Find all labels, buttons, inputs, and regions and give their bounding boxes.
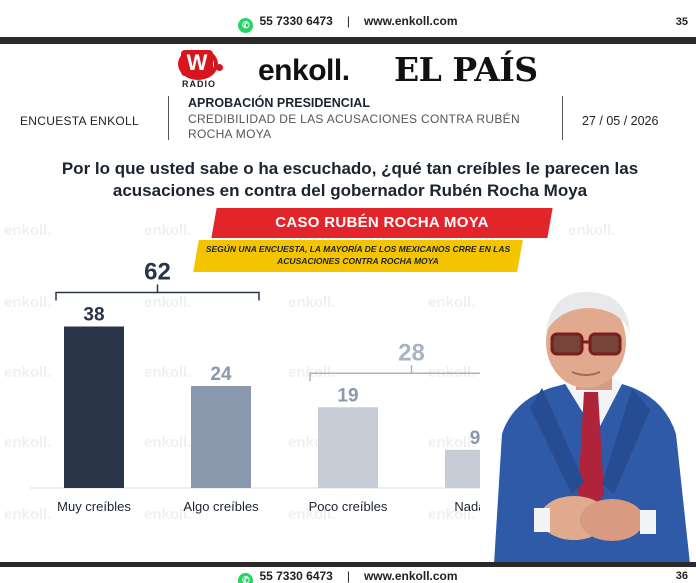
w-radio-ring [178,48,218,80]
top-separator: | [346,14,350,28]
watermark-text: enkoll. [144,364,192,381]
top-website[interactable]: www.enkoll.com [363,14,458,28]
watermark-text: enkoll. [4,222,52,239]
watermark-text: enkoll. [4,434,52,451]
top-contact-info: ✆ 55 7330 6473 | www.enkoll.com [0,14,696,33]
bottom-separator: | [346,569,350,583]
left-lapel [530,388,584,494]
watermark-text: enkoll. [428,506,476,523]
report-subtitle: CREDIBILIDAD DE LAS ACUSACIONES CONTRA R… [188,112,520,141]
bottom-page-number: 36 [675,570,688,582]
category-label: Nada c [454,499,480,514]
watermark-text: enkoll. [144,222,192,239]
category-label: Poco creíbles [309,499,388,514]
clasped-hand-right [580,499,644,541]
necktie [578,392,604,510]
w-radio-dot [216,64,223,71]
person-photo [494,291,690,564]
watermark-text: enkoll. [4,506,52,523]
report-date: 27 / 05 / 2026 [582,114,659,128]
mouth [571,371,601,376]
watermark-text: enkoll. [144,294,192,311]
bar [191,386,251,488]
header-divider-left [168,96,169,140]
watermark-text: enkoll. [568,222,616,239]
category-label: Muy creíbles [57,499,131,514]
watermark-text: enkoll. [4,364,52,381]
right-cuff [640,510,656,534]
glasses-left-lens [550,332,584,356]
bar [318,407,378,488]
whatsapp-icon: ✆ [238,573,254,583]
enkoll-logo: enkoll. [258,54,350,87]
bar [64,326,124,488]
glasses-right-lens [588,332,622,356]
report-title: APROBACIÓN PRESIDENCIAL [188,96,370,110]
survey-question: Por lo que usted sabe o ha escuchado, ¿q… [61,159,639,200]
banner-title: CASO RUBÉN ROCHA MOYA [275,214,489,231]
bar [445,449,480,488]
watermark-text: enkoll. [288,506,336,523]
bar-value-label: 38 [83,305,104,326]
watermark-text: enkoll. [428,294,476,311]
bottom-contact-bar: ✆ 55 7330 6473 | www.enkoll.com 36 [0,562,696,583]
bar-value-label: 24 [210,364,232,385]
bottom-contact-info: ✆ 55 7330 6473 | www.enkoll.com [0,569,696,583]
watermark-text: enkoll. [144,506,192,523]
top-page-number: 35 [675,16,688,28]
w-radio-text: RADIO [182,79,216,89]
top-phone: 55 7330 6473 [259,14,333,28]
elpais-logo: EL PAÍS [394,50,538,89]
watermark-text: enkoll. [144,434,192,451]
w-radio-logo: W RADIO [172,48,232,92]
bottom-phone: 55 7330 6473 [259,569,333,583]
whatsapp-icon: ✆ [238,18,254,33]
bottom-website[interactable]: www.enkoll.com [363,569,458,583]
top-contact-bar: ✆ 55 7330 6473 | www.enkoll.com 35 [0,0,696,44]
left-cuff [534,508,550,532]
hair [546,291,630,334]
watermark-text: enkoll. [428,434,476,451]
watermark-text: enkoll. [4,294,52,311]
category-label: Algo creíbles [183,499,259,514]
survey-name: ENCUESTA ENKOLL [20,114,139,128]
group-bracket [55,291,260,301]
bar-chart: 38 Muy creíbles 24 Algo creíbles 19 Poco creí… [30,259,480,514]
watermark-text: enkoll. [288,294,336,311]
right-lapel [602,388,650,494]
bar-value-label: 9 [470,428,480,449]
group-total-label: 28 [398,339,425,366]
w-radio-mark: W [181,50,213,76]
header-divider-right [562,96,563,140]
logo-row: W RADIO enkoll. EL PAÍS [0,48,696,94]
bar-value-label: 19 [337,385,358,406]
group-total-label: 62 [144,259,171,286]
group-bracket [309,372,480,382]
banner-subtitle: SEGÚN UNA ENCUESTA, LA MAYORÍA DE LOS ME… [205,244,511,266]
report-header: ENCUESTA ENKOLL APROBACIÓN PRESIDENCIAL … [0,96,696,142]
